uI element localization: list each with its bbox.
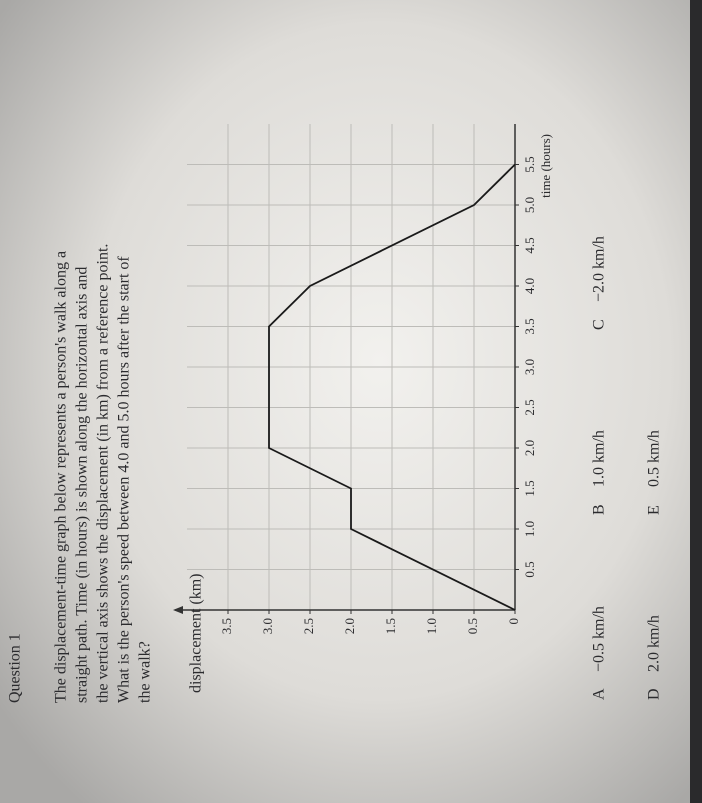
x-tick-label: 1.0 <box>522 521 537 537</box>
y-tick-label: 1.0 <box>424 618 439 634</box>
y-tick-label: 0 <box>506 618 521 625</box>
y-tick-label: 3.0 <box>260 618 275 634</box>
option-letter[interactable]: A <box>591 688 608 700</box>
question-line: What is the person's speed between 4.0 a… <box>116 256 133 703</box>
option-text[interactable]: 1.0 km/h <box>591 430 608 487</box>
chart: 0.5 1.0 1.5 2.0 2.5 3.0 3.5 4.0 4.5 5.0 5.5 0 0.5 1.0… <box>173 124 553 693</box>
question-line: The displacement-time graph below repres… <box>53 251 70 703</box>
y-axis-arrow <box>173 606 183 614</box>
y-tick-label: 3.5 <box>219 618 234 634</box>
option-text[interactable]: −0.5 km/h <box>591 606 608 672</box>
x-tick-label: 4.0 <box>522 278 537 294</box>
question-line: straight path. Time (in hours) is shown … <box>74 267 91 703</box>
option-letter[interactable]: E <box>646 505 663 515</box>
x-tick-label: 0.5 <box>522 561 537 577</box>
data-line <box>268 163 516 611</box>
option-text[interactable]: 2.0 km/h <box>646 615 663 672</box>
y-tick-label: 2.5 <box>301 618 316 634</box>
question-title: Question 1 <box>7 633 24 703</box>
options: A −0.5 km/h B 1.0 km/h C −2.0 km/h D 2.0 km/h E 0… <box>591 236 663 700</box>
rotated-document: Question 1 The displacement-time graph b… <box>7 124 663 703</box>
option-letter[interactable]: C <box>591 319 608 330</box>
x-tick-label: 2.0 <box>522 440 537 456</box>
option-text[interactable]: 0.5 km/h <box>646 430 663 487</box>
x-tick-label: 1.5 <box>522 480 537 496</box>
option-letter[interactable]: D <box>646 688 663 700</box>
x-tick-label: 3.0 <box>522 359 537 375</box>
x-tick-label: 3.5 <box>522 318 537 334</box>
x-axis-label: time (hours) <box>538 134 553 198</box>
option-text[interactable]: −2.0 km/h <box>591 236 608 302</box>
y-tick-label: 1.5 <box>383 618 398 634</box>
x-tick-label: 4.5 <box>522 237 537 253</box>
x-tick-label: 5.5 <box>522 156 537 172</box>
x-tick-label: 5.0 <box>522 197 537 213</box>
question-text: The displacement-time graph below repres… <box>53 244 154 703</box>
option-letter[interactable]: B <box>591 504 608 515</box>
question-line: the vertical axis shows the displacement… <box>95 244 112 703</box>
y-tick-label: 2.0 <box>342 618 357 634</box>
x-tick-label: 2.5 <box>522 399 537 415</box>
y-tick-label: 0.5 <box>465 618 480 634</box>
y-axis-label: displacement (km) <box>188 573 205 693</box>
question-line: the walk? <box>137 641 154 703</box>
